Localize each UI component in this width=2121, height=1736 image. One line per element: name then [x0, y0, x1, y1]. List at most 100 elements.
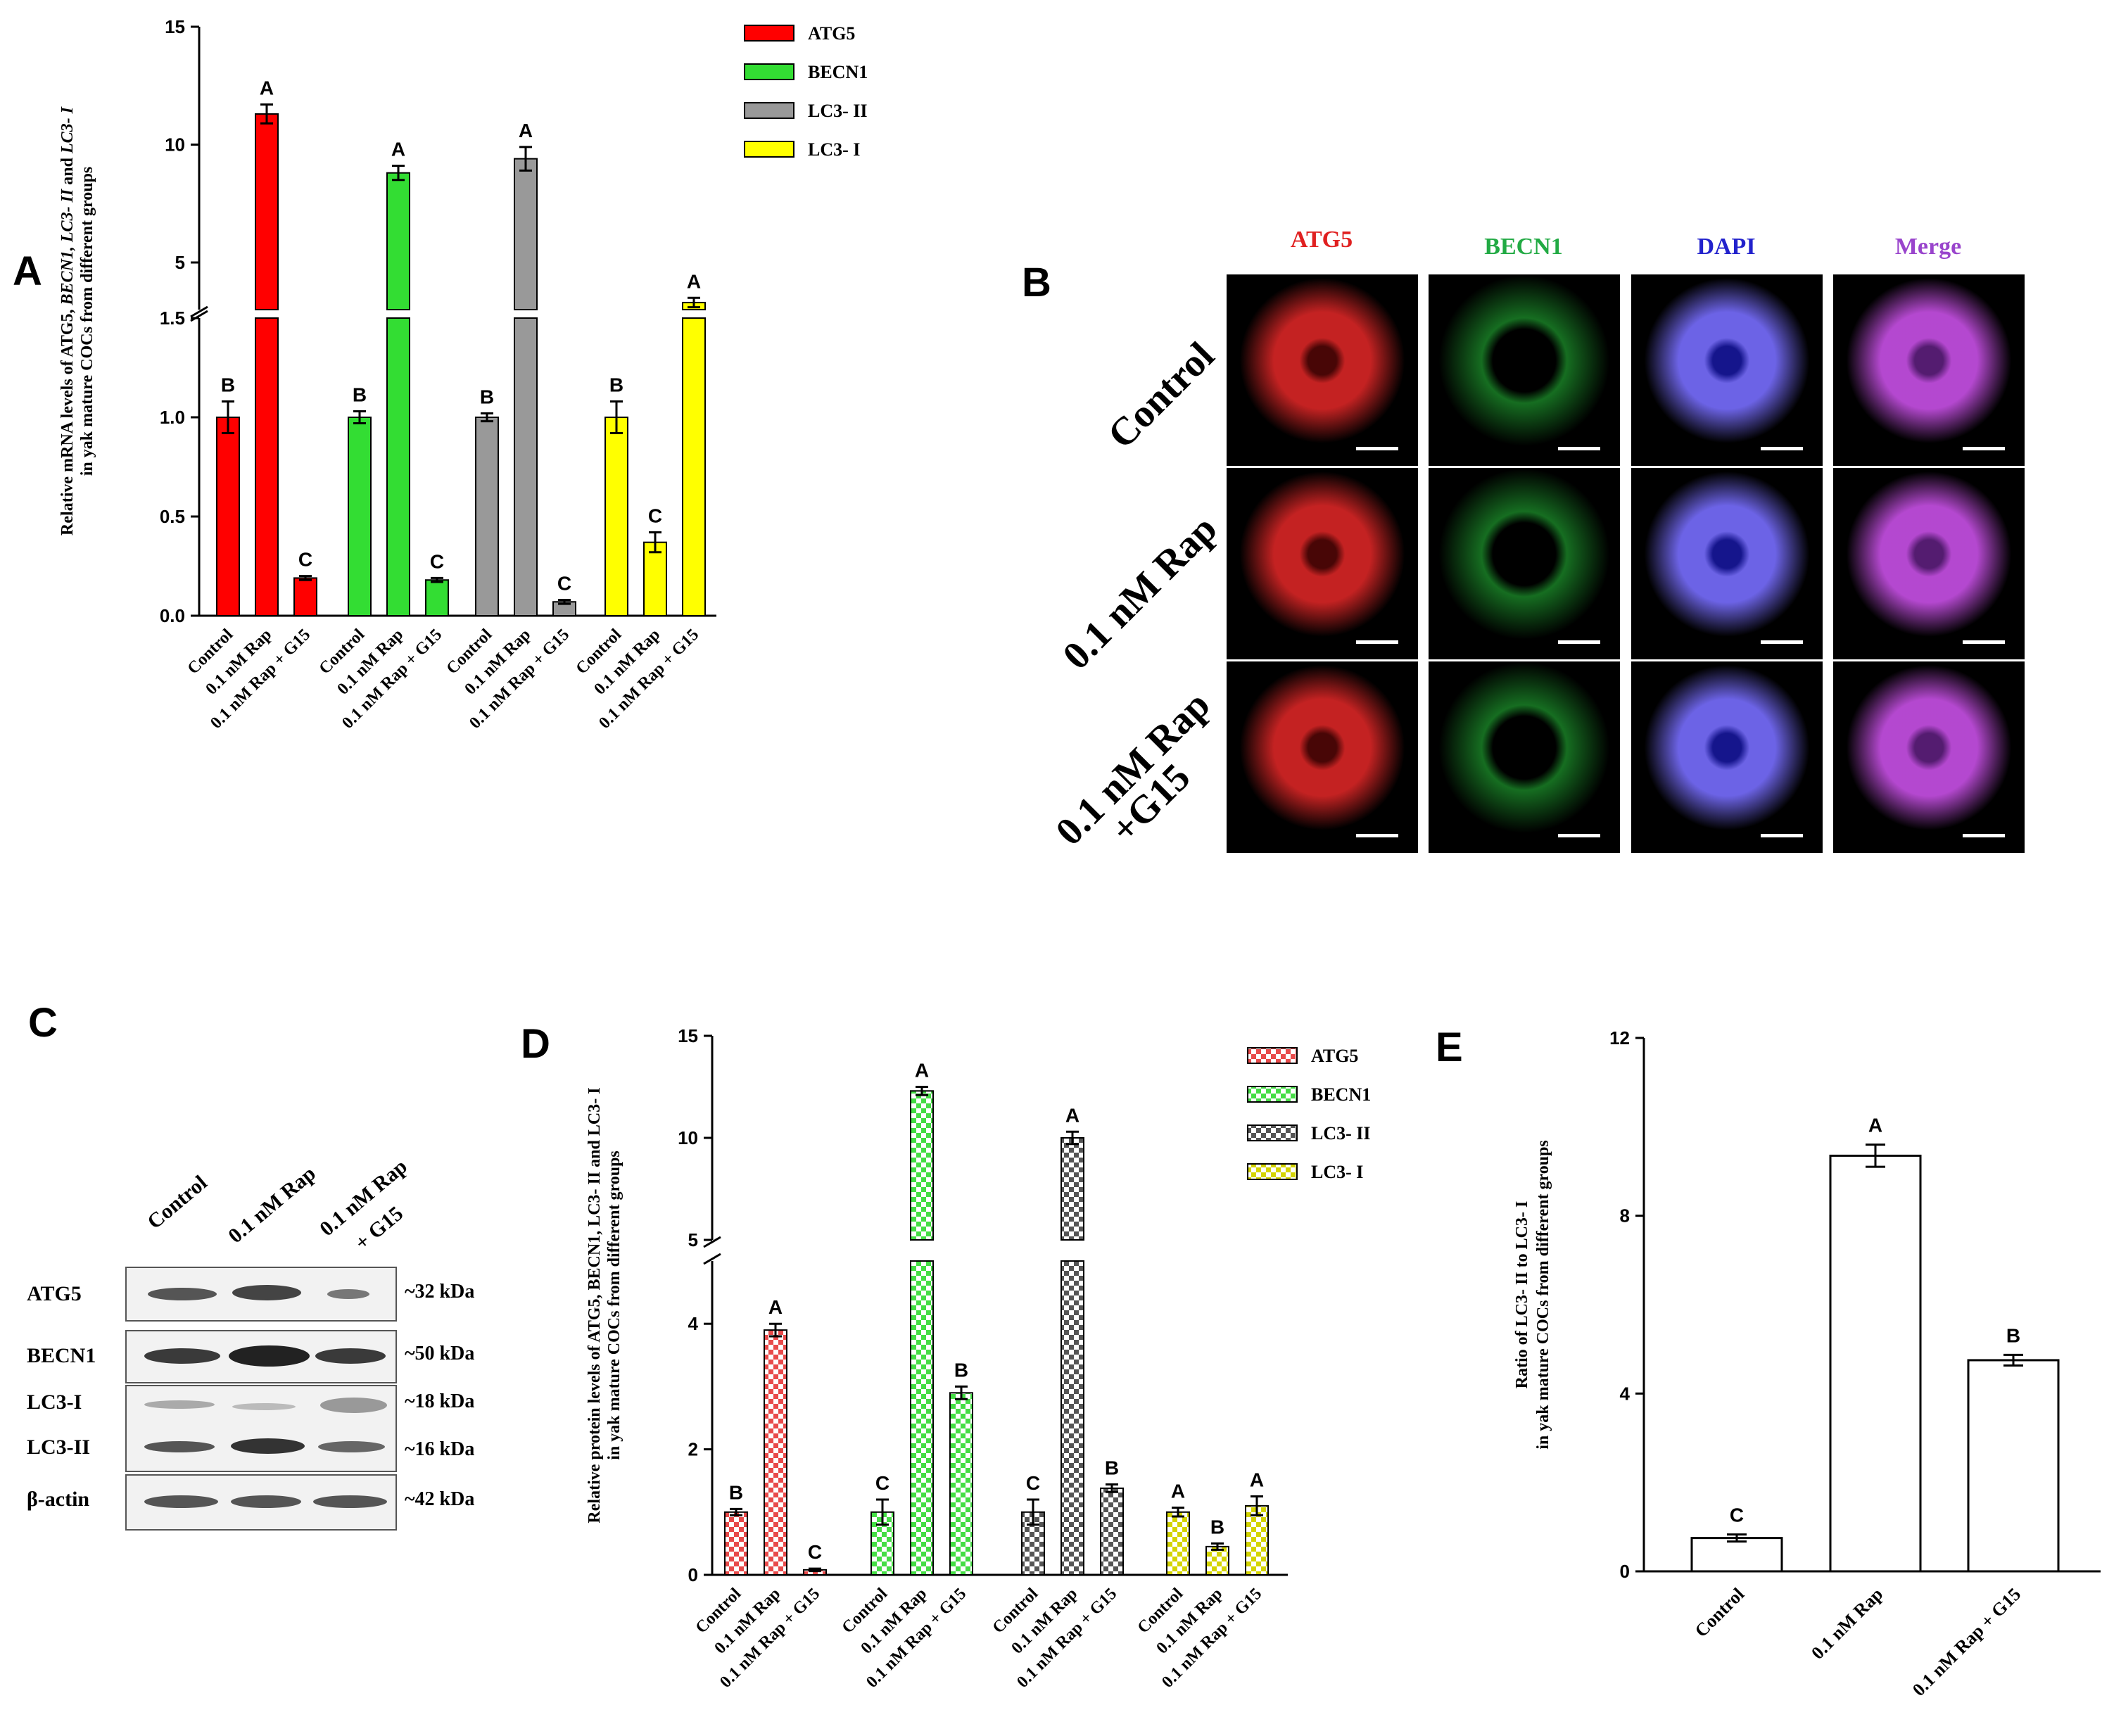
y-tick-label: 4	[688, 1313, 699, 1334]
bar	[910, 1260, 934, 1576]
y-tick-label: 0.5	[160, 506, 185, 527]
wb-band	[327, 1289, 369, 1299]
axis-break-mark	[703, 1253, 721, 1265]
legend-label: LC3- II	[808, 101, 868, 121]
x-tick-label: Control	[316, 626, 369, 678]
x-tick-label: 0.1 nM Rap + G15	[207, 626, 314, 733]
bar	[764, 1329, 787, 1576]
y-tick-label: 12	[1609, 1027, 1630, 1048]
scale-bar	[1558, 834, 1600, 837]
micrograph-col-becn1: BECN1	[1484, 234, 1563, 260]
bar	[348, 417, 372, 616]
x-tick-label: Control	[184, 626, 237, 678]
wb-size-atg5: ~32 kDa	[405, 1281, 475, 1303]
y-axis-label-part: Relative mRNA levels of ATG5,	[58, 305, 77, 536]
bar	[255, 113, 279, 310]
y-axis-label-line2: in yak mature COCs from different groups	[78, 167, 96, 476]
significance-letter: A	[260, 77, 274, 99]
legend-swatch	[744, 63, 794, 80]
x-tick-label: 0.1 nM Rap + G15	[1158, 1585, 1265, 1692]
wb-band	[144, 1441, 215, 1452]
legend-swatch	[1247, 1047, 1298, 1064]
x-tick-label: 0.1 nM Rap + G15	[1013, 1585, 1120, 1692]
wb-band-actin-label: β-actin	[27, 1488, 90, 1511]
bar	[910, 1090, 934, 1241]
bar	[724, 1511, 748, 1576]
bar	[1245, 1504, 1269, 1576]
y-tick-label: 15	[165, 16, 185, 37]
y-tick-label: 10	[678, 1127, 698, 1148]
x-tick-label: 0.1 nM Rap + G15	[716, 1585, 823, 1692]
bar	[1021, 1511, 1045, 1576]
y-tick-label: 1.5	[160, 308, 185, 329]
wb-lane-control: Control	[143, 1171, 212, 1234]
y-tick-label: 4	[1620, 1383, 1631, 1404]
y-tick-label: 2	[688, 1439, 698, 1460]
y-tick-label: 0.0	[160, 605, 185, 626]
bar	[604, 417, 628, 616]
micrograph-becn1-1	[1429, 274, 1620, 466]
bar	[682, 317, 706, 616]
scale-bar	[1761, 834, 1803, 837]
legend-swatch	[744, 25, 794, 42]
wb-band	[232, 1403, 296, 1410]
legend-label: BECN1	[808, 62, 868, 82]
wb-band-atg5-label: ATG5	[27, 1282, 82, 1305]
legend-swatch	[744, 141, 794, 158]
bar	[1060, 1260, 1084, 1576]
wb-band-becn1-label: BECN1	[27, 1344, 96, 1367]
bar	[1060, 1137, 1084, 1241]
x-tick-label: 0.1 nM Rap + G15	[466, 626, 573, 733]
y-axis-label: Relative protein levels of ATG5, BECN1, …	[585, 1087, 604, 1523]
axis-break-mark	[190, 305, 208, 318]
y-axis-label: Relative mRNA levels of ATG5, BECN1, LC3…	[58, 106, 77, 536]
x-tick-label: Control	[989, 1585, 1042, 1637]
y-tick-label: 5	[688, 1229, 698, 1250]
bar	[293, 577, 317, 616]
scale-bar	[1356, 640, 1398, 644]
significance-letter: C	[1730, 1504, 1744, 1526]
significance-letter: B	[221, 374, 235, 395]
micrograph-dapi-2	[1631, 468, 1823, 659]
wb-band	[320, 1398, 387, 1413]
wb-blot-actin	[125, 1474, 397, 1531]
wb-size-lc3ii: ~16 kDa	[405, 1438, 475, 1460]
x-tick-label: Control	[1691, 1584, 1748, 1641]
bar	[386, 172, 410, 310]
bar	[870, 1511, 894, 1576]
y-axis-label-line2: in yak mature COCs from different groups	[605, 1151, 623, 1460]
y-tick-label: 5	[175, 252, 185, 273]
micrograph-becn1-3	[1429, 661, 1620, 853]
panel-label-b: B	[1022, 260, 1051, 305]
micrograph-atg5-1	[1227, 274, 1418, 466]
legend-swatch	[1247, 1124, 1298, 1141]
bar	[1690, 1537, 1783, 1573]
significance-letter: C	[430, 550, 444, 572]
micrograph-dapi-3	[1631, 661, 1823, 853]
bar	[1205, 1545, 1229, 1576]
y-tick-label: 10	[165, 134, 185, 156]
legend-swatch	[1247, 1163, 1298, 1180]
scale-bar	[1558, 447, 1600, 450]
significance-letter: C	[1026, 1472, 1040, 1494]
bar	[1829, 1154, 1922, 1573]
legend-label: ATG5	[1311, 1046, 1358, 1066]
scale-bar	[1356, 447, 1398, 450]
y-tick-label: 15	[678, 1025, 698, 1046]
wb-band	[313, 1495, 387, 1508]
bar	[643, 541, 667, 616]
significance-letter: A	[1171, 1481, 1185, 1502]
micrograph-merge-2	[1833, 468, 2025, 659]
scale-bar	[1963, 447, 2005, 450]
micrograph-col-merge: Merge	[1894, 234, 1962, 260]
micrograph-becn1-2	[1429, 468, 1620, 659]
legend-swatch	[744, 102, 794, 119]
panel-label-e: E	[1436, 1025, 1463, 1070]
x-tick-label: Control	[1134, 1585, 1187, 1637]
significance-letter: C	[875, 1472, 889, 1494]
scale-bar	[1963, 640, 2005, 644]
significance-letter: A	[687, 270, 701, 292]
micrograph-atg5-2	[1227, 468, 1418, 659]
y-tick-label: 8	[1620, 1205, 1630, 1227]
legend-swatch	[1247, 1086, 1298, 1103]
